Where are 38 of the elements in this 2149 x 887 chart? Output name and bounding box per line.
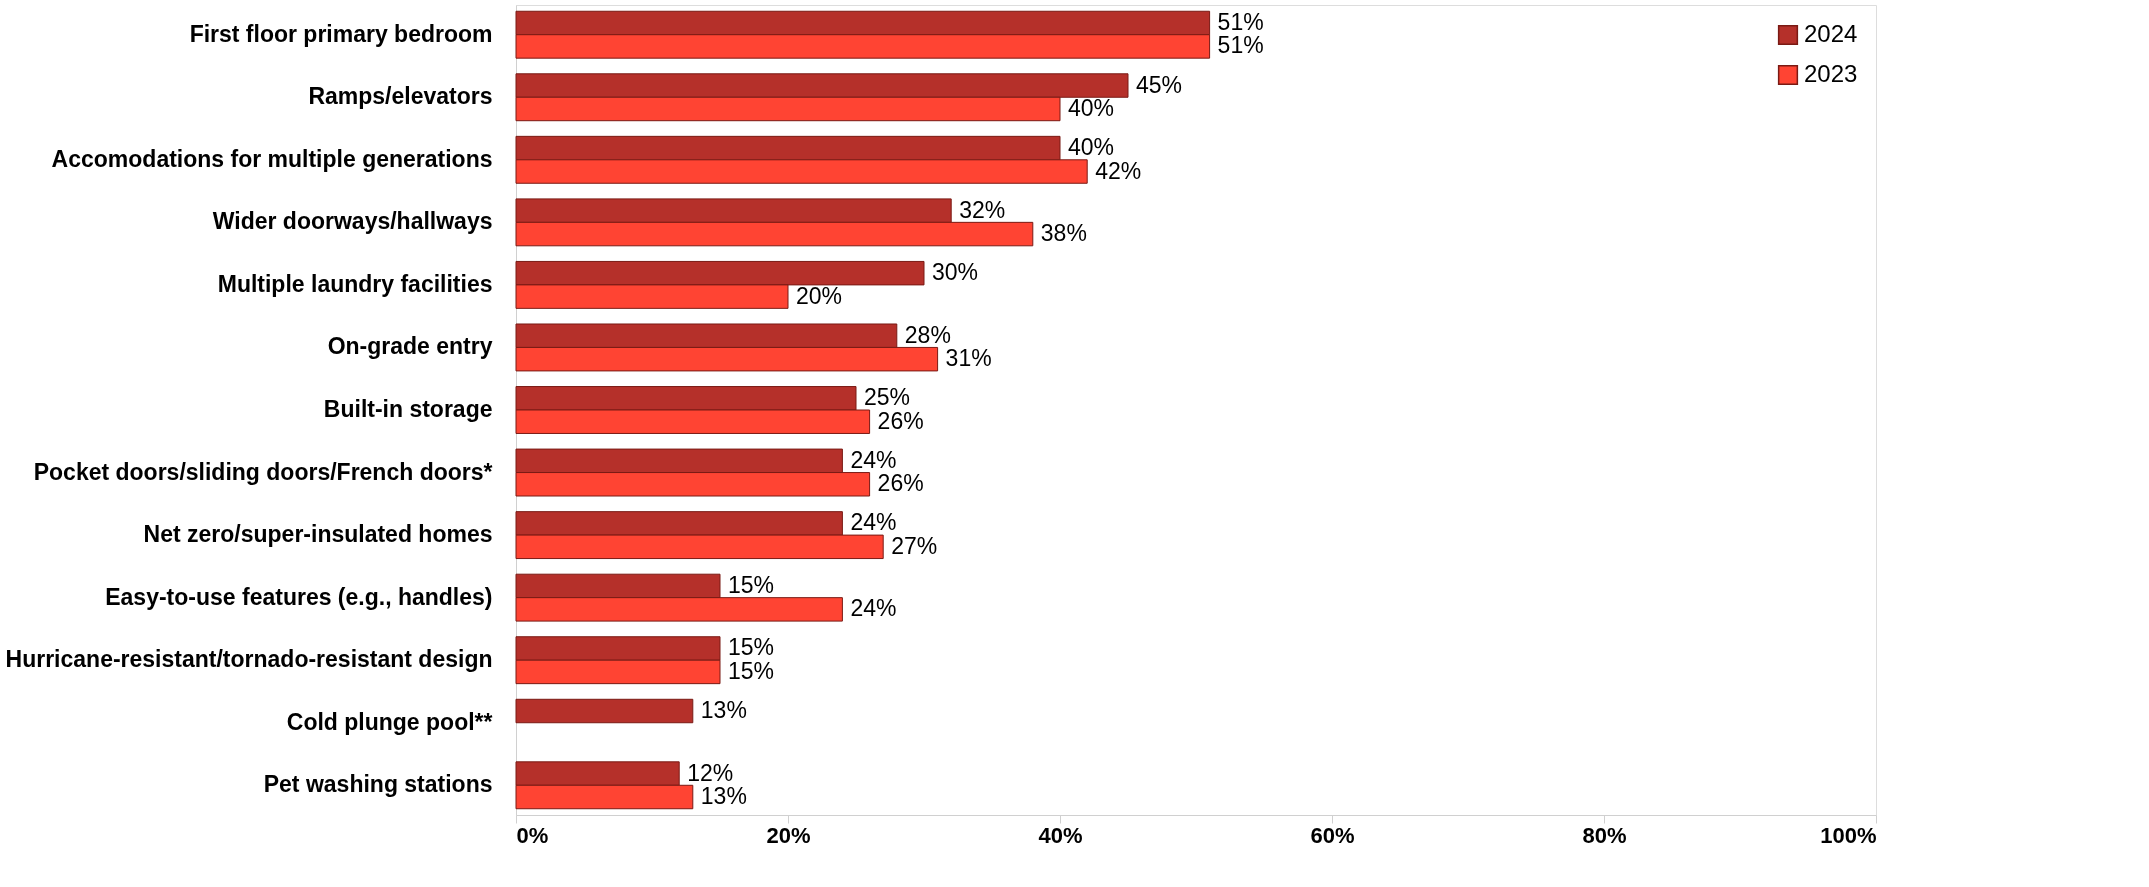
data-label: 15%	[728, 571, 775, 598]
y-tick-label: On-grade entry	[327, 333, 493, 360]
data-label: 51%	[1217, 32, 1264, 59]
y-tick-label: Cold plunge pool**	[286, 708, 493, 735]
data-label: 38%	[1040, 220, 1087, 247]
data-label: 31%	[945, 345, 992, 372]
x-tick-label: 0%	[516, 822, 549, 848]
data-label: 45%	[1136, 71, 1183, 98]
x-tick-label: 40%	[1038, 822, 1083, 848]
y-tick-label: Pocket doors/sliding doors/French doors*	[33, 458, 493, 485]
data-label: 24%	[850, 595, 897, 622]
y-tick-label: Accomodations for multiple generations	[51, 145, 493, 172]
data-label: 13%	[700, 783, 747, 810]
y-tick-label: Net zero/super-insulated homes	[143, 521, 493, 548]
x-tick-label: 80%	[1582, 822, 1627, 848]
data-label: 26%	[877, 470, 924, 497]
data-label: 30%	[932, 259, 979, 286]
x-tick-label: 60%	[1310, 822, 1355, 848]
legend-label: 2023	[1804, 60, 1858, 87]
y-tick-label: Multiple laundry facilities	[217, 270, 493, 297]
x-tick-label: 20%	[766, 822, 811, 848]
data-label: 51%	[1217, 8, 1264, 35]
y-tick-label: Pet washing stations	[263, 771, 493, 798]
data-label: 32%	[959, 196, 1006, 223]
data-label: 13%	[700, 697, 747, 724]
y-tick-label: Ramps/elevators	[308, 83, 493, 110]
y-tick-label: First floor primary bedroom	[189, 20, 493, 47]
data-label: 40%	[1068, 94, 1115, 121]
y-tick-label: Easy-to-use features (e.g., handles)	[105, 583, 493, 610]
legend-label: 2024	[1804, 20, 1858, 47]
y-tick-label: Wider doorways/hallways	[212, 208, 493, 235]
data-label: 20%	[796, 282, 843, 309]
data-label: 24%	[850, 446, 897, 473]
y-tick-label: Hurricane-resistant/tornado-resistant design	[5, 646, 493, 673]
data-label: 12%	[687, 759, 734, 786]
y-tick-label: Built-in storage	[323, 396, 493, 422]
x-tick-label: 100%	[1820, 822, 1877, 848]
data-label: 28%	[904, 321, 951, 348]
